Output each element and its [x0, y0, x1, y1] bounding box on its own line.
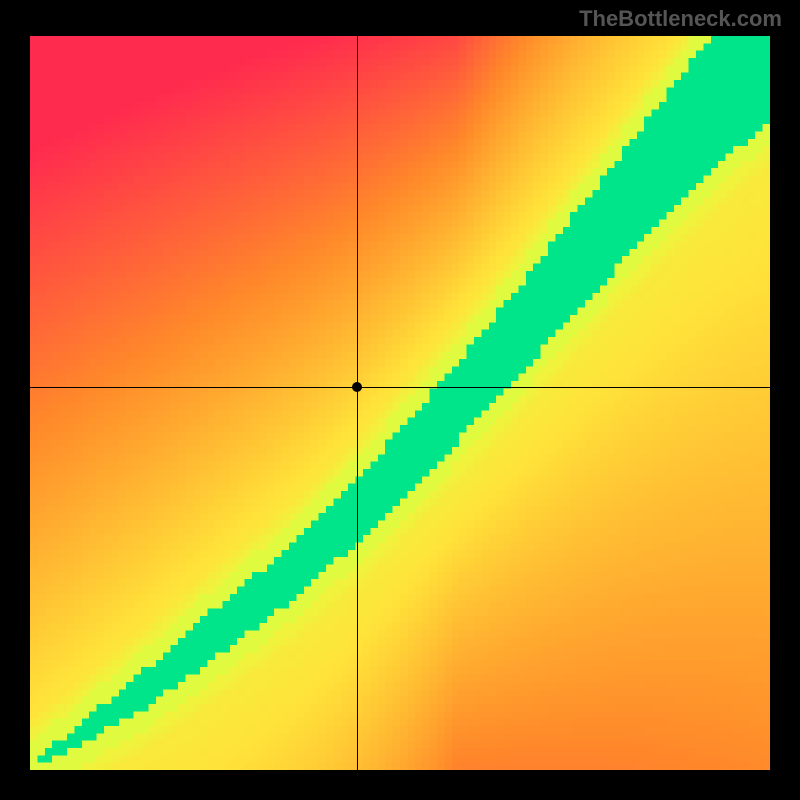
crosshair-horizontal	[30, 387, 770, 388]
bottleneck-heatmap	[30, 36, 770, 770]
heatmap-canvas	[30, 36, 770, 770]
watermark-text: TheBottleneck.com	[579, 6, 782, 32]
crosshair-vertical	[357, 36, 358, 770]
selection-marker	[352, 382, 362, 392]
